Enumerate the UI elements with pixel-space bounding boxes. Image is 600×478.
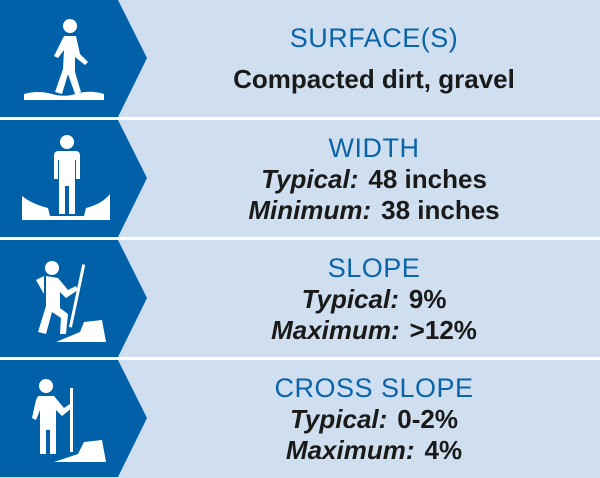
maximum-value: 4% bbox=[424, 434, 463, 465]
row-title: WIDTH bbox=[328, 132, 420, 163]
typical-value: 48 inches bbox=[368, 163, 487, 194]
surface-value: Compacted dirt, gravel bbox=[233, 64, 515, 94]
row-surface: SURFACE(S) Compacted dirt, gravel bbox=[0, 0, 600, 117]
chevron-panel bbox=[0, 240, 147, 357]
typical-label: Typical: bbox=[290, 403, 388, 434]
row-cross-slope: CROSS SLOPE Typical: 0-2% Maximum: 4% bbox=[0, 360, 600, 478]
hiker-uphill-icon bbox=[36, 261, 106, 342]
row-title: CROSS SLOPE bbox=[274, 372, 474, 403]
typical-label: Typical: bbox=[261, 163, 359, 194]
maximum-label: Maximum: bbox=[285, 434, 415, 465]
row-title: SLOPE bbox=[327, 252, 421, 283]
row-width: WIDTH Typical: 48 inches Minimum: 38 inche… bbox=[0, 120, 600, 237]
walking-hiker-icon bbox=[24, 19, 104, 100]
typical-label: Typical: bbox=[301, 283, 399, 314]
chevron-panel bbox=[0, 360, 147, 477]
typical-value: 0-2% bbox=[397, 403, 458, 434]
standing-person-width-icon bbox=[22, 135, 110, 220]
minimum-value: 38 inches bbox=[381, 194, 500, 225]
typical-value: 9% bbox=[408, 283, 447, 314]
minimum-label: Minimum: bbox=[248, 194, 372, 225]
maximum-value: >12% bbox=[409, 314, 477, 345]
maximum-label: Maximum: bbox=[271, 314, 400, 345]
hiker-cross-slope-icon bbox=[32, 379, 106, 462]
row-title: SURFACE(S) bbox=[289, 23, 459, 53]
row-slope: SLOPE Typical: 9% Maximum: >12% bbox=[0, 240, 600, 357]
